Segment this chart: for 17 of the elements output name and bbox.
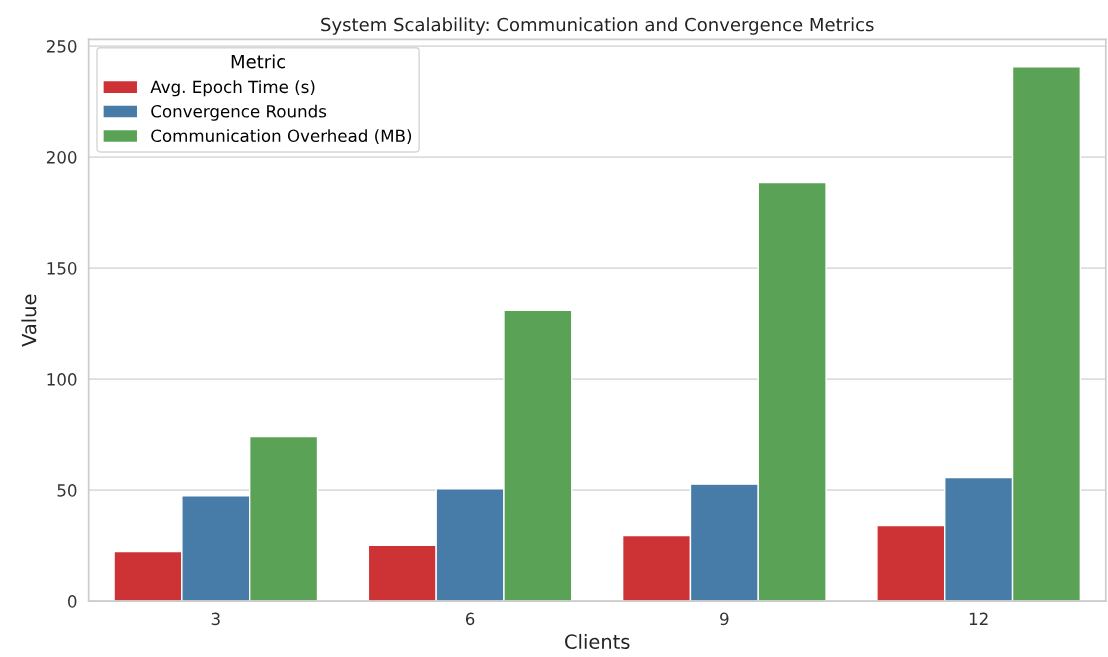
y-tick-label: 100	[47, 373, 77, 386]
y-tick-label: 150	[47, 262, 77, 275]
y-tick-label: 50	[57, 484, 77, 497]
x-axis-title: Clients	[565, 633, 630, 649]
legend-label: Avg. Epoch Time (s)	[150, 80, 315, 97]
x-tick-label: 6	[465, 612, 475, 626]
legend-label: Convergence Rounds	[151, 104, 327, 121]
y-axis-title: Value	[21, 294, 37, 347]
legend-label: Communication Overhead (MB)	[151, 129, 412, 145]
chart-title: System Scalability: Communication and Convergence Metrics	[321, 17, 874, 35]
y-tick-label: 200	[46, 151, 77, 164]
x-tick-label: 12	[969, 612, 988, 625]
x-tick-label: 3	[211, 612, 220, 626]
legend-title: Metric	[231, 54, 286, 69]
y-tick-label: 250	[46, 40, 77, 53]
x-tick-label: 9	[720, 612, 729, 626]
y-tick-label: 0	[68, 595, 77, 608]
